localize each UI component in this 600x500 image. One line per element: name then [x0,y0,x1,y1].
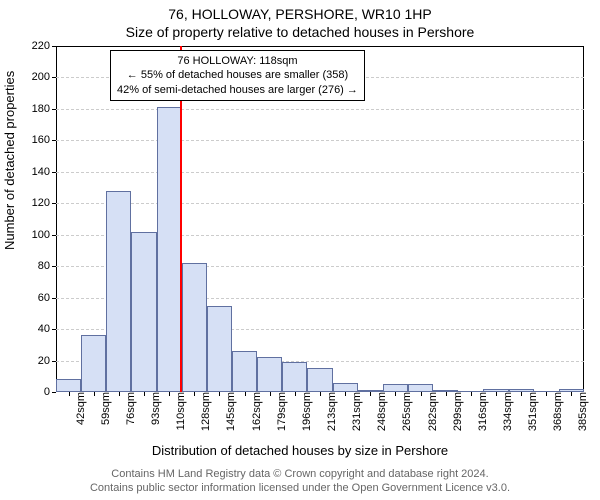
page-title-context: Size of property relative to detached ho… [0,24,600,40]
xtick-mark [496,392,497,396]
xtick-mark [421,392,422,396]
xtick-label: 213sqm [324,392,338,431]
ytick-label: 180 [32,103,56,115]
xtick-label: 351sqm [525,392,539,431]
xtick-label: 110sqm [173,392,187,430]
xtick-mark [345,392,346,396]
ytick-label: 100 [32,229,56,241]
gridline [56,172,584,173]
xtick-label: 76sqm [123,392,137,425]
ytick-label: 80 [38,260,56,272]
histogram-bar [81,335,106,392]
xtick-mark [219,392,220,396]
annotation-line: 76 HOLLOWAY: 118sqm [117,54,358,68]
xtick-mark [144,392,145,396]
gridline [56,203,584,204]
histogram-bar [106,191,131,392]
x-axis-label: Distribution of detached houses by size … [0,443,600,458]
xtick-mark [446,392,447,396]
histogram-bar [56,379,81,392]
gridline [56,140,584,141]
histogram-bar [157,107,182,392]
xtick-label: 334sqm [500,392,514,431]
xtick-label: 162sqm [249,392,263,431]
xtick-mark [370,392,371,396]
xtick-label: 42sqm [73,392,87,425]
xtick-label: 385sqm [575,392,589,431]
xtick-label: 316sqm [475,392,489,431]
xtick-mark [546,392,547,396]
xtick-mark [471,392,472,396]
xtick-label: 59sqm [98,392,112,425]
annotation-box: 76 HOLLOWAY: 118sqm← 55% of detached hou… [110,50,365,101]
ytick-label: 60 [38,292,56,304]
xtick-mark [571,392,572,396]
xtick-label: 265sqm [399,392,413,431]
xtick-label: 145sqm [223,392,237,431]
histogram-bar [408,384,433,392]
ytick-label: 220 [32,40,56,52]
xtick-label: 196sqm [299,392,313,431]
ytick-label: 140 [32,166,56,178]
annotation-line: ← 55% of detached houses are smaller (35… [117,68,358,82]
ytick-label: 20 [38,355,56,367]
xtick-label: 128sqm [198,392,212,431]
histogram-bar [257,357,282,392]
y-axis-label: Number of detached properties [2,71,17,250]
histogram-bar [232,351,257,392]
xtick-mark [521,392,522,396]
xtick-mark [69,392,70,396]
xtick-mark [194,392,195,396]
histogram-plot: 02040608010012014016018020022042sqm59sqm… [56,46,584,392]
footer-copyright-2: Contains public sector information licen… [0,482,600,494]
xtick-mark [270,392,271,396]
xtick-mark [169,392,170,396]
ytick-label: 160 [32,134,56,146]
xtick-label: 93sqm [148,392,162,425]
xtick-mark [245,392,246,396]
xtick-mark [395,392,396,396]
xtick-label: 248sqm [374,392,388,431]
ytick-label: 0 [44,386,56,398]
histogram-bar [333,383,358,392]
annotation-line: 42% of semi-detached houses are larger (… [117,83,358,97]
ytick-label: 200 [32,71,56,83]
page-title-address: 76, HOLLOWAY, PERSHORE, WR10 1HP [0,6,600,22]
histogram-bar [182,263,207,392]
xtick-label: 179sqm [274,392,288,431]
ytick-label: 120 [32,197,56,209]
histogram-bar [207,306,232,393]
footer-copyright-1: Contains HM Land Registry data © Crown c… [0,468,600,480]
xtick-label: 282sqm [425,392,439,431]
xtick-mark [94,392,95,396]
histogram-bar [383,384,408,392]
histogram-bar [282,362,307,392]
xtick-mark [295,392,296,396]
xtick-label: 299sqm [450,392,464,431]
histogram-bar [131,232,156,392]
xtick-mark [320,392,321,396]
xtick-label: 368sqm [550,392,564,431]
gridline [56,109,584,110]
histogram-bar [307,368,332,392]
xtick-label: 231sqm [349,392,363,431]
xtick-mark [119,392,120,396]
ytick-label: 40 [38,323,56,335]
